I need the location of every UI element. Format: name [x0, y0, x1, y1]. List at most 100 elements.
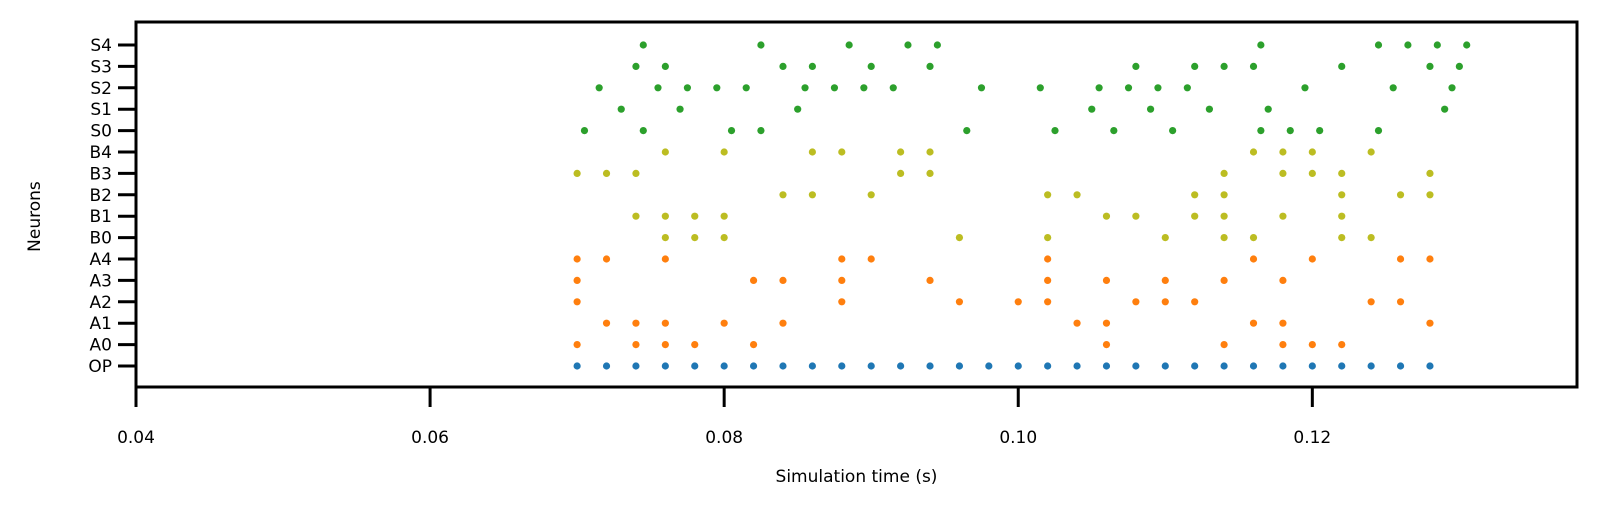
- x-axis-ticks: 0.04 0.06 0.08 0.10 0.12: [117, 387, 1331, 448]
- spike-point-s4: [1463, 41, 1471, 49]
- spike-point-b2: [808, 191, 816, 199]
- spike-point-s3: [1455, 62, 1463, 70]
- spike-point-a4: [1396, 255, 1405, 263]
- spike-point-b0: [1161, 234, 1169, 242]
- spike-point-b0: [1044, 234, 1052, 242]
- spike-point-a2: [1044, 298, 1052, 306]
- spike-point-op: [1396, 362, 1405, 370]
- spike-point-a1: [661, 319, 669, 327]
- spike-point-s4: [1374, 41, 1383, 49]
- spike-point-s0: [727, 127, 736, 135]
- spike-point-a4: [1044, 255, 1052, 263]
- spike-point-b1: [1338, 212, 1346, 220]
- spike-point-a2: [1161, 298, 1169, 306]
- spike-point-b0: [720, 234, 728, 242]
- spike-point-s1: [1441, 105, 1449, 113]
- y-tick-label: S1: [90, 100, 112, 120]
- spike-point-op: [1426, 362, 1434, 370]
- spike-point-op: [691, 362, 699, 370]
- spike-point-s2: [1389, 84, 1397, 92]
- spike-point-s3: [1132, 62, 1140, 70]
- spike-point-op: [897, 362, 905, 370]
- spike-point-a0: [1338, 341, 1346, 349]
- x-tick-label: 0.06: [411, 428, 449, 448]
- spike-point-b3: [1338, 169, 1346, 177]
- spike-point-a3: [573, 276, 581, 284]
- spike-point-s2: [654, 84, 662, 92]
- spike-point-op: [632, 362, 640, 370]
- spike-point-s4: [757, 41, 765, 49]
- spike-point-op: [1367, 362, 1375, 370]
- spike-point-b3: [1220, 169, 1228, 177]
- spike-point-s2: [1154, 84, 1162, 92]
- plot-frame: [134, 20, 1579, 389]
- spike-point-s3: [1338, 62, 1346, 70]
- spike-point-b4: [1249, 148, 1258, 156]
- spike-point-b2: [1338, 191, 1346, 199]
- spike-point-s2: [1124, 84, 1133, 92]
- spike-point-a4: [867, 255, 875, 263]
- spike-point-s0: [1169, 127, 1177, 135]
- spike-point-b2: [867, 191, 875, 199]
- spike-point-s0: [580, 127, 589, 135]
- y-tick-label: S3: [90, 57, 112, 77]
- spike-point-b4: [926, 148, 934, 156]
- spike-point-b0: [1249, 234, 1258, 242]
- spike-point-b2: [1191, 191, 1199, 199]
- spike-point-s2: [1448, 84, 1456, 92]
- spike-point-a2: [1191, 298, 1199, 306]
- spike-point-op: [1102, 362, 1111, 370]
- spike-point-s2: [1036, 84, 1044, 92]
- spike-point-s0: [1316, 127, 1324, 135]
- spike-point-op: [1249, 362, 1258, 370]
- y-tick-label: A1: [90, 314, 112, 334]
- spike-point-b1: [1220, 212, 1228, 220]
- spike-point-b4: [808, 148, 816, 156]
- y-tick-label: B4: [90, 143, 112, 163]
- spike-point-a0: [749, 341, 758, 349]
- spike-point-a0: [1102, 341, 1111, 349]
- spike-point-a1: [720, 319, 728, 327]
- y-tick-label: B3: [90, 164, 112, 184]
- spike-point-a0: [1220, 341, 1228, 349]
- spike-point-a4: [602, 255, 611, 263]
- spike-point-b0: [1367, 234, 1375, 242]
- spike-point-b4: [1308, 148, 1316, 156]
- spike-point-a2: [573, 298, 581, 306]
- spike-point-b3: [602, 169, 611, 177]
- spike-point-a2: [838, 298, 846, 306]
- spike-point-b4: [1279, 148, 1287, 156]
- spike-point-a0: [632, 341, 640, 349]
- spike-point-s3: [779, 62, 787, 70]
- spike-point-op: [1220, 362, 1228, 370]
- spike-point-op: [1014, 362, 1022, 370]
- x-axis-label: Simulation time (s): [776, 467, 938, 487]
- spike-point-s0: [757, 127, 765, 135]
- y-tick-label: A2: [90, 293, 112, 313]
- spike-point-s2: [860, 84, 868, 92]
- spike-point-b0: [661, 234, 669, 242]
- spike-point-a2: [1396, 298, 1405, 306]
- spike-point-op: [661, 362, 669, 370]
- spike-point-a4: [1426, 255, 1434, 263]
- spike-point-b2: [1426, 191, 1434, 199]
- spike-points: [573, 41, 1471, 370]
- spike-point-s2: [1301, 84, 1309, 92]
- spike-point-s2: [1095, 84, 1103, 92]
- spike-point-op: [1279, 362, 1287, 370]
- spike-point-b1: [632, 212, 640, 220]
- spike-point-b2: [1044, 191, 1052, 199]
- spike-point-s1: [676, 105, 684, 113]
- spike-point-a4: [661, 255, 669, 263]
- spike-point-a0: [573, 341, 581, 349]
- spike-point-s1: [794, 105, 802, 113]
- spike-point-a3: [1044, 276, 1052, 284]
- spike-point-b3: [573, 169, 581, 177]
- spike-point-s2: [830, 84, 839, 92]
- spike-point-b4: [720, 148, 728, 156]
- spike-point-s0: [1374, 127, 1383, 135]
- spike-point-a1: [602, 319, 611, 327]
- spike-point-b1: [661, 212, 669, 220]
- spike-point-s3: [808, 62, 816, 70]
- spike-point-op: [838, 362, 846, 370]
